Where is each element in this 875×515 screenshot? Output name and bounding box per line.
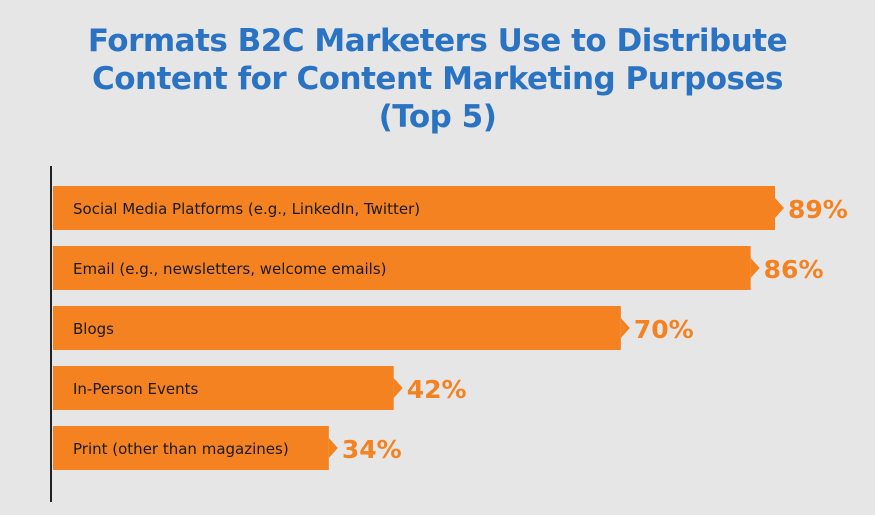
bar-pointer-1: [775, 198, 784, 218]
value-label-3: 70%: [634, 315, 694, 344]
bar-pointer-4: [393, 378, 403, 398]
bar-pointer-2: [750, 258, 760, 278]
category-label-3: Blogs: [73, 320, 114, 338]
chart-title: Formats B2C Marketers Use to Distribute …: [0, 22, 875, 136]
value-label-2: 86%: [764, 255, 824, 284]
value-label-4: 42%: [407, 375, 467, 404]
bar-3: [53, 306, 621, 350]
chart-title-line-2: Content for Content Marketing Purposes: [91, 61, 784, 97]
bar-5: [53, 426, 329, 470]
bar-1: [53, 186, 775, 230]
category-label-2: Email (e.g., newsletters, welcome emails…: [73, 260, 387, 278]
category-label-5: Print (other than magazines): [73, 440, 289, 458]
category-label-4: In-Person Events: [73, 380, 198, 398]
value-label-1: 89%: [788, 195, 848, 224]
bar-pointer-5: [328, 438, 338, 458]
bar-4: [53, 366, 394, 410]
chart-title-line-3: (Top 5): [378, 99, 497, 135]
bar-2: [53, 246, 751, 290]
chart-title-line-1: Formats B2C Marketers Use to Distribute: [87, 23, 788, 59]
bar-pointer-3: [620, 318, 630, 338]
value-label-5: 34%: [342, 435, 402, 464]
category-label-1: Social Media Platforms (e.g., LinkedIn, …: [73, 200, 420, 218]
